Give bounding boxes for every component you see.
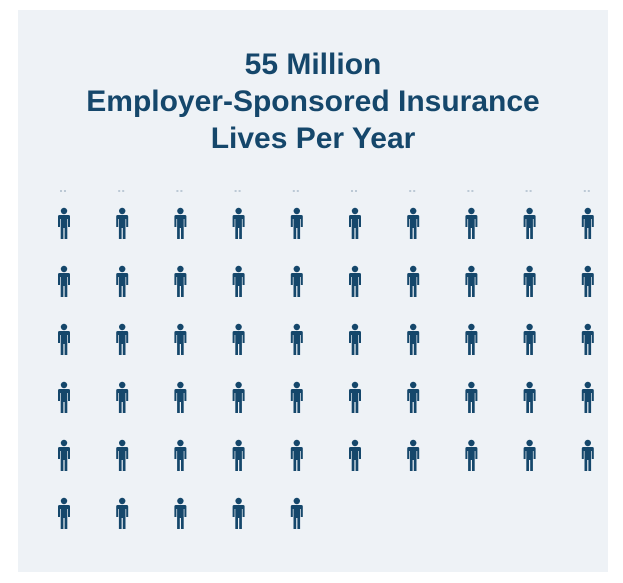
person-icon <box>349 265 361 297</box>
person-icon <box>465 439 478 471</box>
person-icon <box>232 323 245 355</box>
person-icon <box>58 497 70 529</box>
person-icon <box>465 265 478 297</box>
person-icon <box>174 207 187 239</box>
person-icon <box>116 381 129 413</box>
person-icon <box>232 381 245 413</box>
person-icon <box>290 265 303 297</box>
person-icon <box>116 207 129 239</box>
person-icon <box>58 265 70 297</box>
person-icon <box>523 207 536 239</box>
title-line-3: Lives Per Year <box>210 122 416 155</box>
person-icon <box>465 207 478 239</box>
person-icon <box>523 265 536 297</box>
person-icon <box>581 381 594 413</box>
title-line-1: 55 Million <box>244 48 382 81</box>
person-icon <box>232 265 245 297</box>
person-icon <box>465 323 478 355</box>
pictograph-grid <box>58 190 594 529</box>
person-icon <box>349 381 361 413</box>
person-icon <box>581 265 594 297</box>
title-line-2: Employer-Sponsored Insurance <box>86 85 540 118</box>
person-icon <box>407 265 420 297</box>
person-icon <box>232 207 245 239</box>
person-icon <box>465 381 478 413</box>
person-icon <box>581 439 594 471</box>
person-icon <box>58 323 70 355</box>
person-icon <box>290 497 303 529</box>
person-icon <box>174 497 187 529</box>
person-icon <box>290 323 303 355</box>
person-icon <box>58 381 70 413</box>
person-icon <box>349 439 361 471</box>
person-icon <box>523 381 536 413</box>
person-icon <box>407 323 420 355</box>
infographic-panel: 55 Million Employer-Sponsored Insurance … <box>18 10 608 572</box>
person-icon <box>581 323 594 355</box>
person-icon <box>290 439 303 471</box>
person-icon <box>349 323 361 355</box>
person-icon <box>349 207 361 239</box>
person-icon <box>232 497 245 529</box>
person-icon <box>290 207 303 239</box>
person-icon <box>523 439 536 471</box>
person-icon <box>407 439 420 471</box>
person-icon <box>116 439 129 471</box>
person-icon <box>174 265 187 297</box>
person-icon <box>407 207 420 239</box>
person-icon <box>58 207 70 239</box>
person-icon <box>174 381 187 413</box>
person-icon <box>523 323 536 355</box>
person-icon <box>290 381 303 413</box>
person-icon <box>58 439 70 471</box>
person-icon <box>174 439 187 471</box>
person-icon <box>407 381 420 413</box>
person-icon <box>116 323 129 355</box>
person-icon <box>581 207 594 239</box>
person-icon <box>174 323 187 355</box>
person-icon <box>116 497 129 529</box>
person-icon <box>232 439 245 471</box>
person-icon <box>116 265 129 297</box>
chart-title: 55 Million Employer-Sponsored Insurance … <box>18 46 608 157</box>
